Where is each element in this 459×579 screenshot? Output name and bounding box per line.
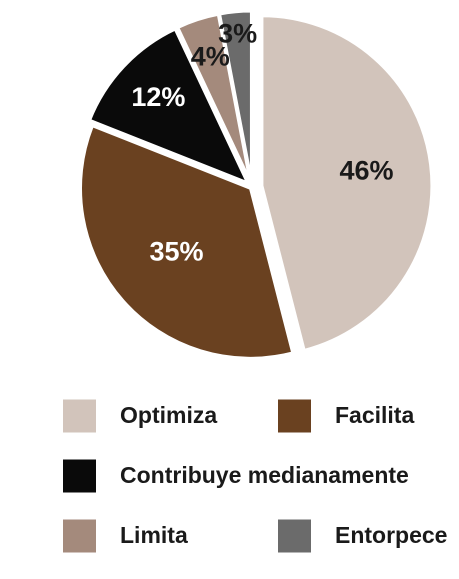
pie-slices bbox=[79, 9, 434, 360]
pie-slice-optimiza bbox=[260, 14, 434, 353]
pie-slice-labels: 46% 35% 12%4%3% bbox=[131, 19, 393, 267]
legend-swatch bbox=[63, 459, 96, 493]
pie-slice-facilita bbox=[79, 123, 295, 360]
legend-label: Optimiza bbox=[120, 402, 217, 428]
slice-value-label: 3% bbox=[218, 19, 257, 49]
legend-swatch bbox=[278, 399, 311, 433]
legend-swatch bbox=[63, 399, 96, 433]
legend-swatch bbox=[63, 519, 96, 553]
pie-slice-contribuye-medianamente bbox=[87, 27, 251, 186]
legend-swatch bbox=[278, 519, 311, 553]
chart-legend: Optimiza Facilita Contribuye medianamente L… bbox=[63, 399, 447, 553]
slice-value-label: 35% bbox=[150, 237, 204, 267]
slice-value-label: 46% bbox=[339, 156, 393, 186]
slice-value-label: 12% bbox=[131, 82, 185, 112]
legend-label: Contribuye medianamente bbox=[120, 462, 409, 488]
legend-label: Facilita bbox=[335, 402, 414, 428]
pie-slice-entorpece bbox=[217, 9, 253, 182]
legend-label: Entorpece bbox=[335, 522, 447, 548]
slice-value-label: 4% bbox=[191, 42, 230, 72]
legend-label: Limita bbox=[120, 522, 188, 548]
